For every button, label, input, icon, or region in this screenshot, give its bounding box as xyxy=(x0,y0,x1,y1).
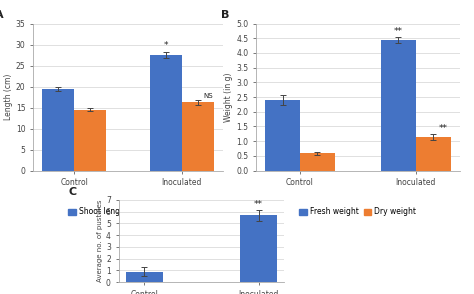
Bar xyxy=(42,88,74,171)
Text: C: C xyxy=(69,187,77,197)
Bar xyxy=(265,100,300,171)
Text: *: * xyxy=(164,41,168,50)
Bar xyxy=(149,55,182,171)
Text: NS: NS xyxy=(203,93,213,99)
Text: B: B xyxy=(221,10,230,20)
Y-axis label: Length (cm): Length (cm) xyxy=(4,74,13,120)
Text: **: ** xyxy=(254,200,263,209)
Legend: Shoot length, Root length: Shoot length, Root length xyxy=(67,207,189,217)
Bar xyxy=(300,153,335,171)
Y-axis label: Weight (in g): Weight (in g) xyxy=(224,72,233,122)
Text: **: ** xyxy=(394,26,403,36)
Text: A: A xyxy=(0,10,4,20)
Bar xyxy=(381,40,416,171)
Bar xyxy=(240,215,277,282)
Y-axis label: Average no. of pustules: Average no. of pustules xyxy=(97,200,103,282)
Bar xyxy=(416,137,450,171)
Bar xyxy=(182,103,214,171)
Bar xyxy=(126,272,163,282)
Bar xyxy=(74,110,107,171)
Text: **: ** xyxy=(439,123,448,133)
Legend: Fresh weight, Dry weight: Fresh weight, Dry weight xyxy=(299,207,417,217)
